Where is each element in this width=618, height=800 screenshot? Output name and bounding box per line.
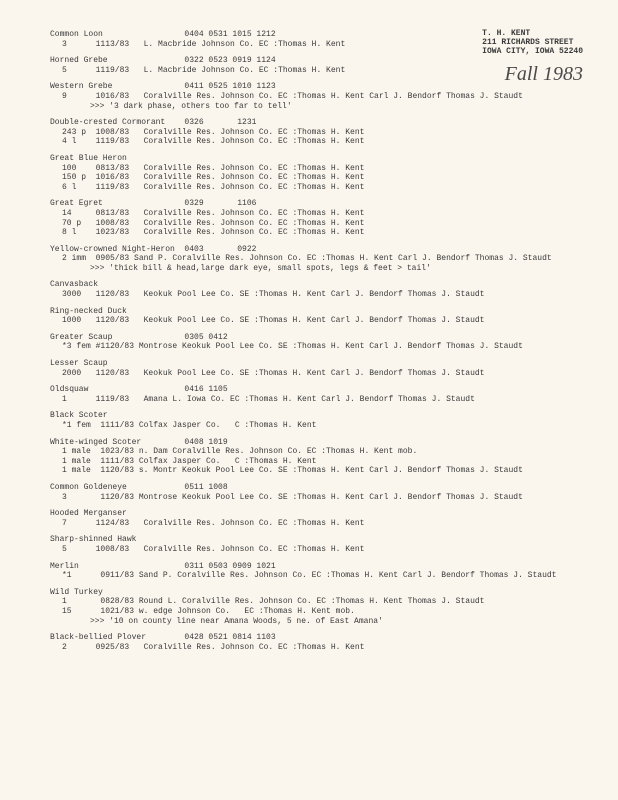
species-block: Sharp-shinned Hawk 5 1008/83 Coralville …: [50, 535, 588, 554]
species-block: Oldsquaw 0416 11051 1119/83 Amana L. Iow…: [50, 385, 588, 404]
species-header: Great Egret 0329 1106: [50, 199, 588, 209]
observation-record: 2000 1120/83 Keokuk Pool Lee Co. SE :Tho…: [50, 369, 588, 379]
species-header: Hooded Merganser: [50, 509, 588, 519]
observation-note: >>> 'thick bill & head,large dark eye, s…: [50, 264, 588, 274]
species-header: Wild Turkey: [50, 588, 588, 598]
species-header: Sharp-shinned Hawk: [50, 535, 588, 545]
handwritten-date: Fall 1983: [505, 62, 583, 86]
observation-record: 8 l 1023/83 Coralville Res. Johnson Co. …: [50, 228, 588, 238]
observation-record: 2 imm 0905/83 Sand P. Coralville Res. Jo…: [50, 254, 588, 264]
observation-record: 1 1119/83 Amana L. Iowa Co. EC :Thomas H…: [50, 395, 588, 405]
observation-record: 1000 1120/83 Keokuk Pool Lee Co. SE :Tho…: [50, 316, 588, 326]
observation-record: 15 1021/83 w. edge Johnson Co. EC :Thoma…: [50, 607, 588, 617]
observation-note: >>> '10 on county line near Amana Woods,…: [50, 617, 588, 627]
species-block: Black-bellied Plover 0428 0521 0814 1103…: [50, 633, 588, 652]
observation-note: >>> '3 dark phase, others too far to tel…: [50, 102, 588, 112]
observation-record: 1 male 1120/83 s. Montr Keokuk Pool Lee …: [50, 466, 588, 476]
species-header: Double-crested Cormorant 0326 1231: [50, 118, 588, 128]
observation-record: 243 p 1008/83 Coralville Res. Johnson Co…: [50, 128, 588, 138]
species-header: Lesser Scaup: [50, 359, 588, 369]
species-header: Common Goldeneye 0511 1008: [50, 483, 588, 493]
observation-record: *1 fem 1111/83 Colfax Jasper Co. C :Thom…: [50, 421, 588, 431]
species-block: Great Egret 0329 110614 0813/83 Coralvil…: [50, 199, 588, 237]
observation-record: 70 p 1008/83 Coralville Res. Johnson Co.…: [50, 219, 588, 229]
species-header: Oldsquaw 0416 1105: [50, 385, 588, 395]
species-block: Black Scoter *1 fem 1111/83 Colfax Jaspe…: [50, 411, 588, 430]
observation-record: 6 l 1119/83 Coralville Res. Johnson Co. …: [50, 183, 588, 193]
address-stamp: T. H. KENT 211 RICHARDS STREET IOWA CITY…: [482, 30, 583, 56]
observation-record: *1 0911/83 Sand P. Coralville Res. Johns…: [50, 571, 588, 581]
species-block: Double-crested Cormorant 0326 1231243 p …: [50, 118, 588, 147]
species-header: Merlin 0311 0503 0909 1021: [50, 562, 588, 572]
observation-record: *3 fem #1120/83 Montrose Keokuk Pool Lee…: [50, 342, 588, 352]
observation-record: 9 1016/83 Coralville Res. Johnson Co. EC…: [50, 92, 588, 102]
species-header: Black-bellied Plover 0428 0521 0814 1103: [50, 633, 588, 643]
species-header: Black Scoter: [50, 411, 588, 421]
species-block: Canvasback 3000 1120/83 Keokuk Pool Lee …: [50, 280, 588, 299]
observation-record: 3 1120/83 Montrose Keokuk Pool Lee Co. S…: [50, 493, 588, 503]
observation-record: 4 l 1119/83 Coralville Res. Johnson Co. …: [50, 137, 588, 147]
observation-record: 150 p 1016/83 Coralville Res. Johnson Co…: [50, 173, 588, 183]
observation-record: 7 1124/83 Coralville Res. Johnson Co. EC…: [50, 519, 588, 529]
species-header: White-winged Scoter 0408 1019: [50, 438, 588, 448]
observation-record: 5 1008/83 Coralville Res. Johnson Co. EC…: [50, 545, 588, 555]
observation-record: 1 male 1111/83 Colfax Jasper Co. C :Thom…: [50, 457, 588, 467]
species-block: Common Goldeneye 0511 10083 1120/83 Mont…: [50, 483, 588, 502]
species-block: Greater Scaup 0305 0412*3 fem #1120/83 M…: [50, 333, 588, 352]
stamp-city: IOWA CITY, IOWA 52240: [482, 48, 583, 57]
observation-record: 2 0925/83 Coralville Res. Johnson Co. EC…: [50, 643, 588, 653]
species-header: Ring-necked Duck: [50, 307, 588, 317]
species-list: Common Loon 0404 0531 1015 12123 1113/83…: [50, 30, 588, 652]
species-block: Ring-necked Duck 1000 1120/83 Keokuk Poo…: [50, 307, 588, 326]
species-header: Great Blue Heron: [50, 154, 588, 164]
observation-record: 14 0813/83 Coralville Res. Johnson Co. E…: [50, 209, 588, 219]
species-block: Lesser Scaup 2000 1120/83 Keokuk Pool Le…: [50, 359, 588, 378]
observation-record: 1 0828/83 Round L. Coralville Res. Johns…: [50, 597, 588, 607]
species-block: Wild Turkey 1 0828/83 Round L. Coralvill…: [50, 588, 588, 626]
species-header: Canvasback: [50, 280, 588, 290]
species-header: Yellow-crowned Night-Heron 0403 0922: [50, 245, 588, 255]
species-block: Great Blue Heron 100 0813/83 Coralville …: [50, 154, 588, 192]
observation-record: 1 male 1023/83 n. Dam Coralville Res. Jo…: [50, 447, 588, 457]
species-block: Hooded Merganser 7 1124/83 Coralville Re…: [50, 509, 588, 528]
observation-record: 100 0813/83 Coralville Res. Johnson Co. …: [50, 164, 588, 174]
species-block: Merlin 0311 0503 0909 1021*1 0911/83 San…: [50, 562, 588, 581]
observation-record: 3000 1120/83 Keokuk Pool Lee Co. SE :Tho…: [50, 290, 588, 300]
species-block: Yellow-crowned Night-Heron 0403 09222 im…: [50, 245, 588, 274]
species-block: Western Grebe 0411 0525 1010 11239 1016/…: [50, 82, 588, 111]
species-header: Greater Scaup 0305 0412: [50, 333, 588, 343]
species-block: White-winged Scoter 0408 10191 male 1023…: [50, 438, 588, 476]
